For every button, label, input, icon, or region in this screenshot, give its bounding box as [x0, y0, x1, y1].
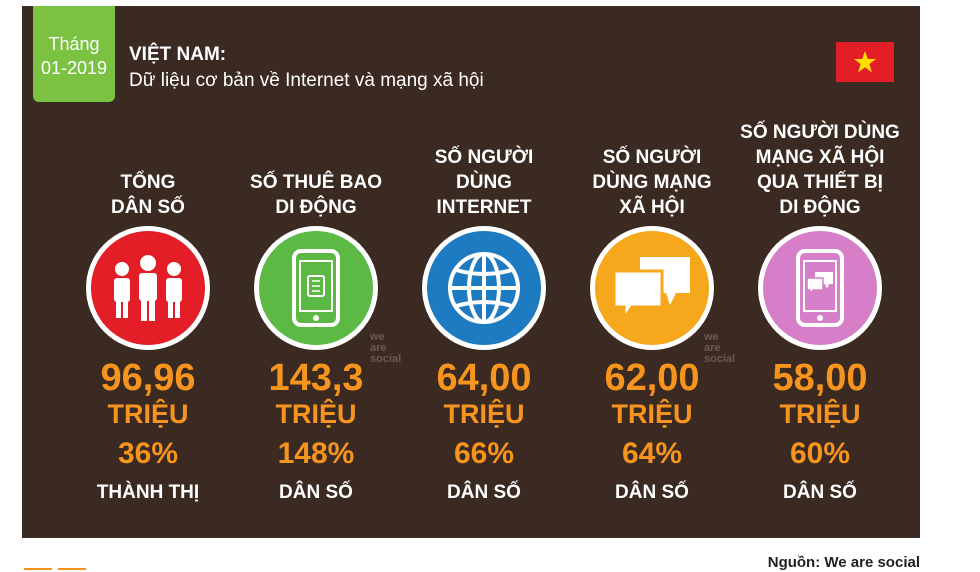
- stat-sublabel: THÀNH THỊ: [96, 482, 200, 503]
- infographic-panel: Tháng 01-2019 VIỆT NAM: Dữ liệu cơ bản v…: [22, 6, 920, 538]
- decorative-line: [58, 568, 86, 570]
- watermark: we are social: [704, 331, 736, 365]
- stat-value: 143,3: [268, 357, 364, 399]
- stat-label: SỐ THUÊ BAO DI ĐỘNG: [250, 172, 382, 218]
- stat-unit: TRIỆU: [443, 399, 525, 429]
- mobile-phone-icon: [254, 226, 378, 350]
- globe-icon: [422, 226, 546, 350]
- stat-sublabel: DÂN SỐ: [783, 482, 857, 503]
- stat-percent: 36%: [117, 437, 179, 470]
- stat-value: 62,00: [604, 357, 700, 399]
- stat-label: SỐ NGƯỜI DÙNG INTERNET: [434, 147, 534, 218]
- date-badge: Tháng 01-2019: [33, 6, 115, 102]
- date-year: 01-2019: [40, 58, 108, 78]
- stat-percent: 64%: [621, 437, 683, 470]
- vietnam-flag-icon: [836, 42, 894, 82]
- stat-unit: TRIỆU: [779, 399, 861, 429]
- stat-label: SỐ NGƯỜI DÙNG MẠNG XÃ HỘI: [592, 147, 712, 218]
- stat-value: 64,00: [436, 357, 532, 399]
- stat-value: 96,96: [100, 357, 196, 399]
- stat-unit: TRIỆU: [275, 399, 357, 429]
- chat-bubbles-icon: [590, 226, 714, 350]
- stat-label: SỐ NGƯỜI DÙNG MẠNG XÃ HỘI QUA THIẾT BỊ D…: [740, 122, 900, 218]
- stat-sublabel: DÂN SỐ: [447, 482, 521, 503]
- date-month: Tháng: [48, 34, 100, 54]
- stat-value: 58,00: [772, 357, 868, 399]
- stat-unit: TRIỆU: [107, 399, 189, 429]
- subtitle: Dữ liệu cơ bản về Internet và mạng xã hộ…: [129, 70, 484, 91]
- country-title: VIỆT NAM:: [129, 44, 227, 65]
- watermark: we are social: [370, 331, 402, 365]
- people-icon: [86, 226, 210, 350]
- stat-sublabel: DÂN SỐ: [615, 482, 689, 503]
- phone-chat-icon: [758, 226, 882, 350]
- stat-percent: 66%: [453, 437, 515, 470]
- header-title: VIỆT NAM: Dữ liệu cơ bản về Internet và …: [129, 42, 484, 94]
- stat-label: TỔNG DÂN SỐ: [111, 172, 185, 218]
- stat-percent: 148%: [277, 437, 355, 470]
- decorative-line: [24, 568, 52, 570]
- stat-sublabel: DÂN SỐ: [279, 482, 353, 503]
- source-credit: Nguồn: We are social: [767, 554, 920, 571]
- stat-percent: 60%: [789, 437, 851, 470]
- stat-unit: TRIỆU: [611, 399, 693, 429]
